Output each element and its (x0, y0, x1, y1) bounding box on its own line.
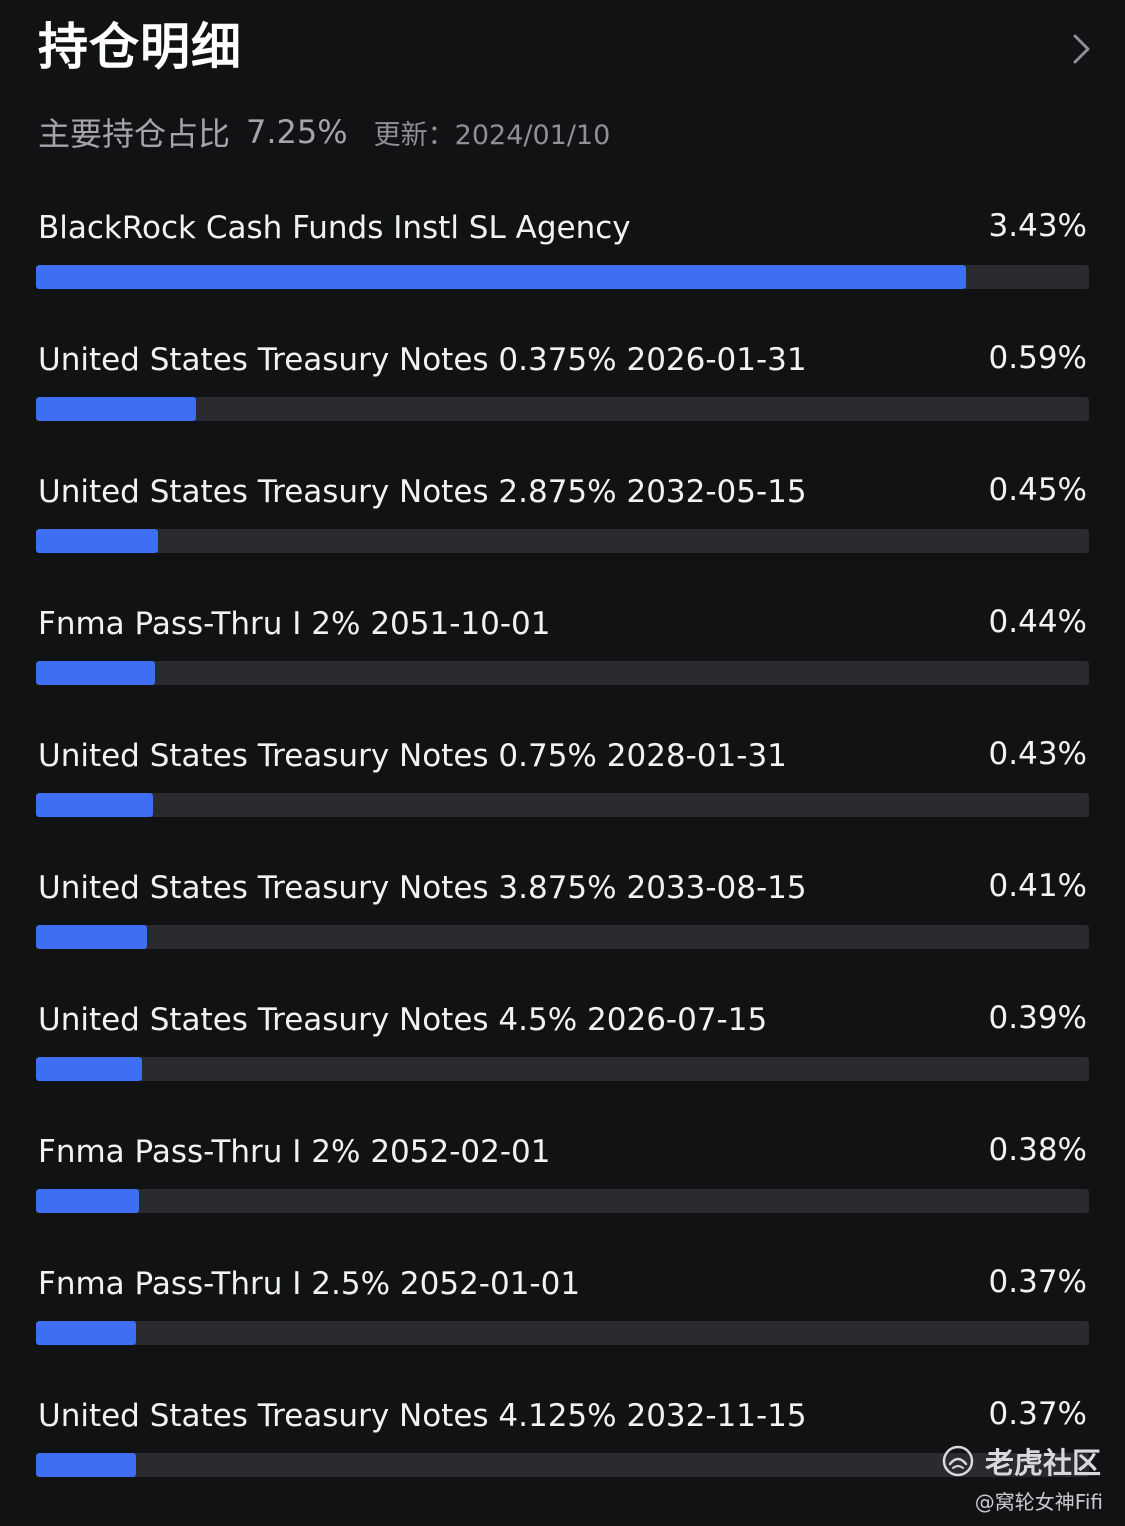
summary-line: 主要持仓占比 7.25% 更新：2024/01/10 (38, 110, 610, 154)
holding-percent: 0.45% (988, 472, 1087, 508)
holding-name: United States Treasury Notes 4.125% 2032… (38, 1398, 807, 1434)
weight-bar-fill (36, 1321, 137, 1345)
update-date: 更新：2024/01/10 (373, 119, 611, 151)
weight-bar-fill (36, 661, 156, 685)
weight-bar-track (36, 925, 1089, 949)
holding-name: Fnma Pass-Thru I 2.5% 2052-01-01 (38, 1266, 581, 1302)
holding-row[interactable]: United States Treasury Notes 2.875% 2032… (36, 460, 1089, 592)
holding-percent: 0.43% (988, 736, 1087, 772)
holding-name: United States Treasury Notes 0.375% 2026… (38, 342, 807, 378)
holding-row[interactable]: United States Treasury Notes 0.75% 2028-… (36, 724, 1089, 856)
holding-percent: 0.38% (988, 1132, 1087, 1168)
author-credit: @窝轮女神Fifi (974, 1490, 1103, 1514)
weight-bar-fill (36, 1057, 142, 1081)
header: 持仓明细 (38, 14, 1098, 84)
holding-name: United States Treasury Notes 4.5% 2026-0… (38, 1002, 768, 1038)
holding-row[interactable]: United States Treasury Notes 4.5% 2026-0… (36, 988, 1089, 1120)
weight-bar-fill (36, 1453, 137, 1477)
weight-bar-fill (36, 397, 196, 421)
holding-percent: 0.37% (988, 1264, 1087, 1300)
holding-name: Fnma Pass-Thru I 2% 2052-02-01 (38, 1134, 551, 1170)
weight-bar-track (36, 397, 1089, 421)
weight-bar-track (36, 1321, 1089, 1345)
holding-percent: 0.39% (988, 1000, 1087, 1036)
summary-label: 主要持仓占比 (38, 115, 231, 153)
weight-bar-fill (36, 925, 148, 949)
holding-row[interactable]: United States Treasury Notes 0.375% 2026… (36, 328, 1089, 460)
community-watermark: 老虎社区 (941, 1440, 1101, 1482)
weight-bar-track (36, 265, 1089, 289)
holding-percent: 0.44% (988, 604, 1087, 640)
holding-row[interactable]: BlackRock Cash Funds Instl SL Agency 3.43… (36, 196, 1089, 328)
brand-text: 老虎社区 (984, 1446, 1101, 1480)
weight-bar-track (36, 1057, 1089, 1081)
weight-bar-track (36, 529, 1089, 553)
weight-bar-fill (36, 1189, 139, 1213)
holding-row[interactable]: United States Treasury Notes 4.125% 2032… (36, 1384, 1089, 1516)
holding-percent: 0.59% (988, 340, 1087, 376)
holding-row[interactable]: United States Treasury Notes 3.875% 2033… (36, 856, 1089, 988)
holding-row[interactable]: Fnma Pass-Thru I 2.5% 2052-01-01 0.37% (36, 1252, 1089, 1384)
holding-row[interactable]: Fnma Pass-Thru I 2% 2051-10-01 0.44% (36, 592, 1089, 724)
holdings-list: BlackRock Cash Funds Instl SL Agency 3.43… (36, 196, 1089, 1516)
weight-bar-fill (36, 529, 158, 553)
holding-name: United States Treasury Notes 2.875% 2032… (38, 474, 807, 510)
tiger-logo-icon (942, 1445, 974, 1477)
holding-percent: 3.43% (988, 208, 1087, 244)
holding-percent: 0.41% (988, 868, 1087, 904)
summary-percent: 7.25% (246, 113, 348, 151)
holding-name: Fnma Pass-Thru I 2% 2051-10-01 (38, 606, 551, 642)
weight-bar-track (36, 661, 1089, 685)
holding-name: United States Treasury Notes 0.75% 2028-… (38, 738, 787, 774)
weight-bar-track (36, 793, 1089, 817)
holding-percent: 0.37% (988, 1396, 1087, 1432)
holding-row[interactable]: Fnma Pass-Thru I 2% 2052-02-01 0.38% (36, 1120, 1089, 1252)
section-title: 持仓明细 (38, 18, 242, 76)
weight-bar-track (36, 1189, 1089, 1213)
weight-bar-fill (36, 265, 966, 289)
holding-name: BlackRock Cash Funds Instl SL Agency (38, 210, 631, 246)
holding-name: United States Treasury Notes 3.875% 2033… (38, 870, 807, 906)
weight-bar-track (36, 1453, 1089, 1477)
weight-bar-fill (36, 793, 153, 817)
chevron-right-icon[interactable] (1064, 32, 1098, 66)
